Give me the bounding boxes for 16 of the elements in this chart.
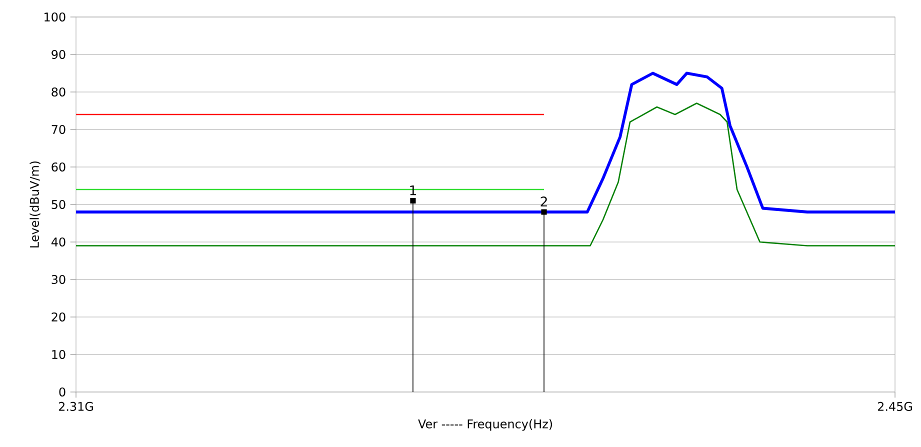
y-tick-label: 70 [52,124,66,134]
annotation: 2 [540,196,547,206]
x-axis-title: Ver ----- Frequency(Hz) [418,419,552,431]
y-tick-label: 0 [59,387,66,397]
y-tick-label: 90 [52,50,66,60]
x-tick-label: 2.45G [878,402,912,411]
y-tick-label: 10 [52,350,66,360]
y-tick-label: 100 [44,12,66,22]
y-tick-label: 20 [52,312,66,322]
y-tick-label: 60 [52,162,66,172]
y-tick-label: 50 [52,200,66,210]
y-tick-label: 30 [52,274,66,284]
y-axis-title: Level(dBuV/m) [30,161,40,248]
x-tick-label: 2.31G [58,402,93,411]
y-tick-label: 80 [52,87,66,97]
y-tick-label: 40 [51,237,66,247]
